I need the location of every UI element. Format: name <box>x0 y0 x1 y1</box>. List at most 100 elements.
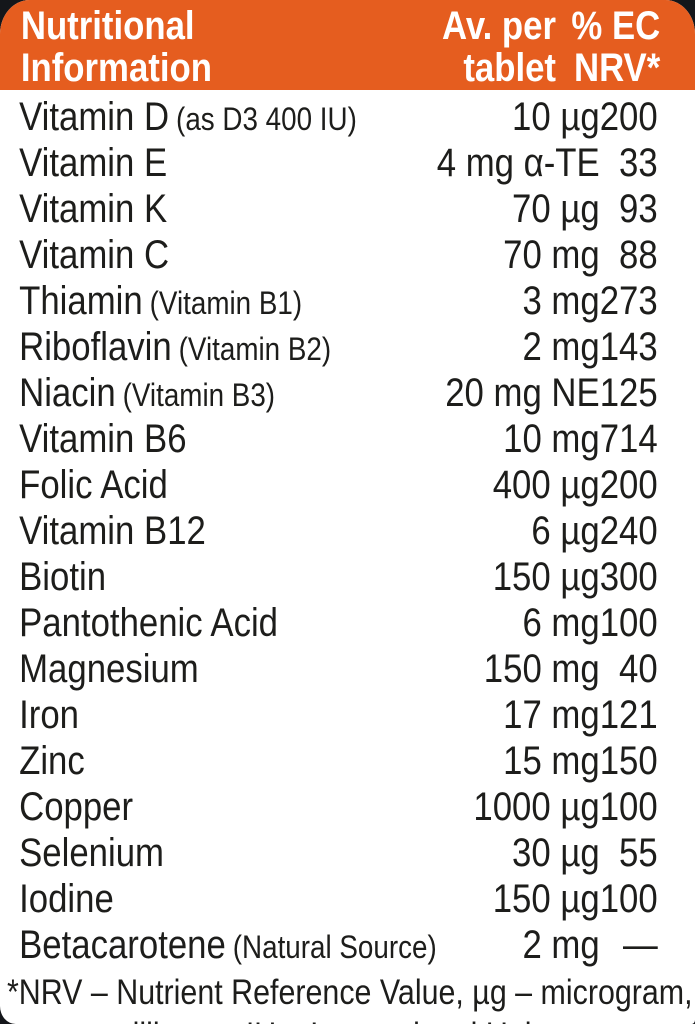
nutrient-nrv: 273 <box>599 279 658 323</box>
nutrient-name-note: (Vitamin B2) <box>178 331 332 367</box>
nutrient-nrv: 93 <box>619 187 658 231</box>
nutrient-name: Vitamin C <box>19 233 170 277</box>
nutrient-name-cell: Vitamin B6 <box>0 417 437 463</box>
nutrient-nrv: 200 <box>599 95 658 139</box>
nutrient-amount: 10 µg <box>512 95 600 139</box>
table-row: Vitamin B6 10 mg 714 <box>0 417 695 463</box>
nutrient-name: Riboflavin <box>19 325 172 369</box>
nutrient-amount: 10 mg <box>503 417 600 461</box>
nutrient-name-note: (Vitamin B3) <box>122 377 276 413</box>
nutrient-amount: 150 mg <box>483 647 600 691</box>
nutrient-name: Iron <box>19 693 80 737</box>
table-row: Vitamin E 4 mg α-TE 33 <box>0 141 695 187</box>
nutrient-amount: 30 µg <box>512 831 600 875</box>
nutrient-name-cell: Copper <box>0 785 437 831</box>
nutrient-amount: 2 mg <box>522 325 600 369</box>
table-row: Copper 1000 µg 100 <box>0 785 695 831</box>
nutrient-name: Selenium <box>19 831 164 875</box>
nutrient-name-cell: Vitamin B12 <box>0 509 437 555</box>
nutrient-name-cell: Betacarotene (Natural Source) <box>0 923 437 969</box>
nutrient-amount: 4 mg α-TE <box>436 141 600 185</box>
nutrient-nrv: 40 <box>619 647 658 691</box>
nutrient-amount: 6 µg <box>531 509 600 553</box>
nutrient-name-cell: Zinc <box>0 739 437 785</box>
nutrient-name-cell: Vitamin E <box>0 141 437 187</box>
nutrient-name-cell: Selenium <box>0 831 437 877</box>
nutrient-nrv: 125 <box>599 371 658 415</box>
table-row: Selenium 30 µg 55 <box>0 831 695 877</box>
nutrient-name-cell: Riboflavin (Vitamin B2) <box>0 325 437 371</box>
header-title: Nutritional Information <box>21 5 442 90</box>
header-amount-line1: Av. per <box>442 4 556 48</box>
nutrient-name: Vitamin K <box>19 187 168 231</box>
nutrient-amount: 20 mg NE <box>445 371 600 415</box>
table-row: Vitamin D (as D3 400 IU) 10 µg 200 <box>0 95 695 141</box>
header-nrv-line2: NRV* <box>573 46 661 90</box>
nutrient-nrv: 150 <box>599 739 658 783</box>
nutrient-amount: 150 µg <box>492 877 600 921</box>
nutrient-name: Niacin <box>19 371 116 415</box>
table-header: Nutritional Information Av. per tablet %… <box>0 0 695 90</box>
nutrient-amount: 400 µg <box>492 463 600 507</box>
header-title-line2: Information <box>20 46 212 90</box>
table-row: Betacarotene (Natural Source) 2 mg — <box>0 923 695 969</box>
nutrient-name-cell: Vitamin D (as D3 400 IU) <box>0 95 437 141</box>
nutrient-name-cell: Vitamin C <box>0 233 437 279</box>
table-row: Vitamin K 70 µg 93 <box>0 187 695 233</box>
table-row: Vitamin C 70 mg 88 <box>0 233 695 279</box>
nutrient-name-note: (as D3 400 IU) <box>176 101 357 137</box>
table-row: Iodine 150 µg 100 <box>0 877 695 923</box>
nutrient-name-cell: Iron <box>0 693 437 739</box>
nutrient-amount: 3 mg <box>522 279 600 323</box>
nutrient-table: Vitamin D (as D3 400 IU) 10 µg 200 Vitami… <box>0 95 695 969</box>
nutrient-name: Pantothenic Acid <box>19 601 279 645</box>
nutrient-name-cell: Niacin (Vitamin B3) <box>0 371 437 417</box>
nutrient-table-body: Vitamin D (as D3 400 IU) 10 µg 200 Vitami… <box>0 95 695 969</box>
nutrient-nrv: — <box>622 923 658 967</box>
footnote: *NRV – Nutrient Reference Value, µg – mi… <box>0 971 695 1024</box>
nutrient-nrv: 100 <box>599 601 658 645</box>
nutrient-name-cell: Biotin <box>0 555 437 601</box>
nutrient-name-note: (Vitamin B1) <box>149 285 303 321</box>
nutrient-nrv: 100 <box>599 785 658 829</box>
nutrient-amount: 70 mg <box>503 233 600 277</box>
nutrient-name-cell: Folic Acid <box>0 463 437 509</box>
nutrient-nrv: 240 <box>599 509 658 553</box>
nutrient-name: Vitamin B6 <box>19 417 187 461</box>
nutrient-name: Biotin <box>19 555 107 599</box>
header-nrv-line1: % EC <box>571 4 661 48</box>
nutrient-name-cell: Vitamin K <box>0 187 437 233</box>
header-nrv-column: % EC NRV* <box>556 5 695 90</box>
nutrient-name-cell: Magnesium <box>0 647 437 693</box>
header-title-line1: Nutritional <box>20 4 195 48</box>
nutrient-name-cell: Iodine <box>0 877 437 923</box>
nutrient-nrv: 33 <box>619 141 658 185</box>
nutrient-nrv: 143 <box>599 325 658 369</box>
table-row: Zinc 15 mg 150 <box>0 739 695 785</box>
nutrient-name: Vitamin B12 <box>19 509 206 553</box>
nutrient-amount: 15 mg <box>503 739 600 783</box>
nutrient-name: Iodine <box>19 877 114 921</box>
nutrient-name-note: (Natural Source) <box>232 929 437 965</box>
nutrient-nrv: 300 <box>599 555 658 599</box>
nutrient-amount: 70 µg <box>512 187 600 231</box>
table-row: Iron 17 mg 121 <box>0 693 695 739</box>
nutrient-amount: 17 mg <box>503 693 600 737</box>
nutrient-nrv: 200 <box>599 463 658 507</box>
nutrient-nrv: 88 <box>619 233 658 277</box>
nutrient-amount: 2 mg <box>522 923 600 967</box>
header-amount-column: Av. per tablet <box>442 5 556 90</box>
nutrient-nrv: 100 <box>599 877 658 921</box>
table-row: Biotin 150 µg 300 <box>0 555 695 601</box>
nutrient-name: Betacarotene <box>19 923 226 967</box>
nutrient-name: Vitamin E <box>19 141 168 185</box>
nutrient-amount: 1000 µg <box>473 785 600 829</box>
nutrient-nrv: 121 <box>599 693 658 737</box>
nutrient-name: Zinc <box>19 739 85 783</box>
nutrient-name: Vitamin D <box>19 95 170 139</box>
table-row: Niacin (Vitamin B3) 20 mg NE 125 <box>0 371 695 417</box>
table-row: Vitamin B12 6 µg 240 <box>0 509 695 555</box>
nutrient-amount: 150 µg <box>492 555 600 599</box>
